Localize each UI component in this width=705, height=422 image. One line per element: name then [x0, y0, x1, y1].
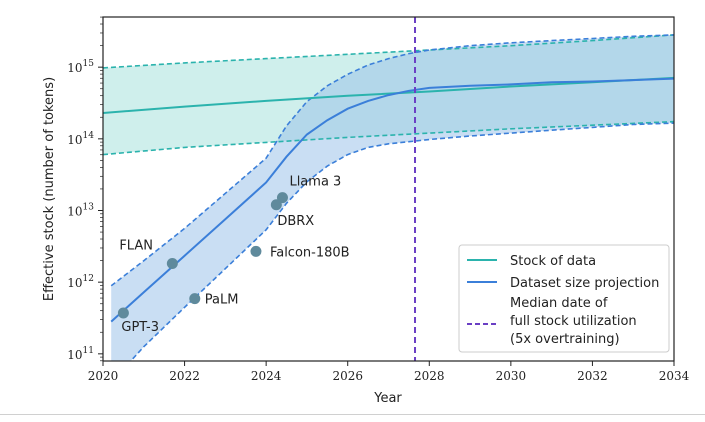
model-points: [117, 192, 288, 319]
plot-area: [103, 17, 674, 361]
model-point-flan: [166, 258, 178, 270]
legend-label-projection: Dataset size projection: [510, 276, 659, 291]
model-label-dbrx: DBRX: [277, 214, 314, 229]
model-label-falcon-180b: Falcon-180B: [270, 245, 350, 260]
x-tick-label: 2032: [577, 369, 608, 383]
y-tick-label: 1015: [67, 59, 94, 75]
model-point-falcon-180b: [250, 245, 262, 257]
y-axis-label: Effective stock (number of tokens): [42, 77, 57, 301]
legend: Stock of data Dataset size projection Me…: [458, 244, 670, 353]
x-tick-label: 2034: [659, 369, 690, 383]
bottom-divider: [0, 414, 705, 415]
model-label-gpt-3: GPT-3: [121, 320, 159, 335]
model-point-gpt-3: [117, 307, 129, 319]
y-tick-label: 1014: [67, 131, 94, 147]
projection-upper-bound: [110, 34, 674, 287]
model-labels: GPT-3 FLAN PaLM Falcon-180B DBRX Llama 3: [119, 175, 349, 335]
projection-band: [111, 34, 674, 361]
model-point-llama-3: [276, 192, 288, 204]
x-tick-label: 2022: [169, 369, 200, 383]
projection-lower-bound: [129, 122, 674, 361]
x-tick-label: 2026: [332, 369, 363, 383]
legend-label-median-3: (5x overtraining): [510, 332, 620, 347]
x-axis-label: Year: [373, 391, 402, 406]
x-tick-label: 2030: [496, 369, 527, 383]
y-tick-label: 1012: [67, 274, 94, 290]
model-point-dbrx: [270, 199, 282, 211]
y-axis: 1011 1012 1013 1014 1015: [67, 16, 103, 362]
dataset-size-projection-line: [110, 77, 674, 323]
y-tick-label: 1011: [67, 346, 94, 362]
model-point-palm: [189, 293, 201, 305]
model-label-flan: FLAN: [119, 239, 153, 254]
legend-box: [458, 244, 670, 353]
legend-label-median-2: full stock utilization: [510, 314, 637, 329]
stock-of-data-lower-bound: [103, 120, 674, 156]
model-label-llama-3: Llama 3: [289, 175, 341, 190]
legend-label-stock: Stock of data: [510, 254, 596, 269]
legend-label-median-1: Median date of: [510, 296, 608, 311]
x-tick-label: 2024: [251, 369, 282, 383]
x-tick-label: 2028: [414, 369, 445, 383]
stock-of-data-upper-bound: [103, 34, 674, 69]
model-label-palm: PaLM: [205, 293, 239, 308]
y-tick-label: 1013: [67, 203, 94, 219]
stock-of-data-line: [103, 76, 674, 114]
x-tick-label: 2020: [88, 369, 119, 383]
x-axis: 2020 2022 2024 2026 2028 2030 2032 2034: [88, 361, 690, 383]
